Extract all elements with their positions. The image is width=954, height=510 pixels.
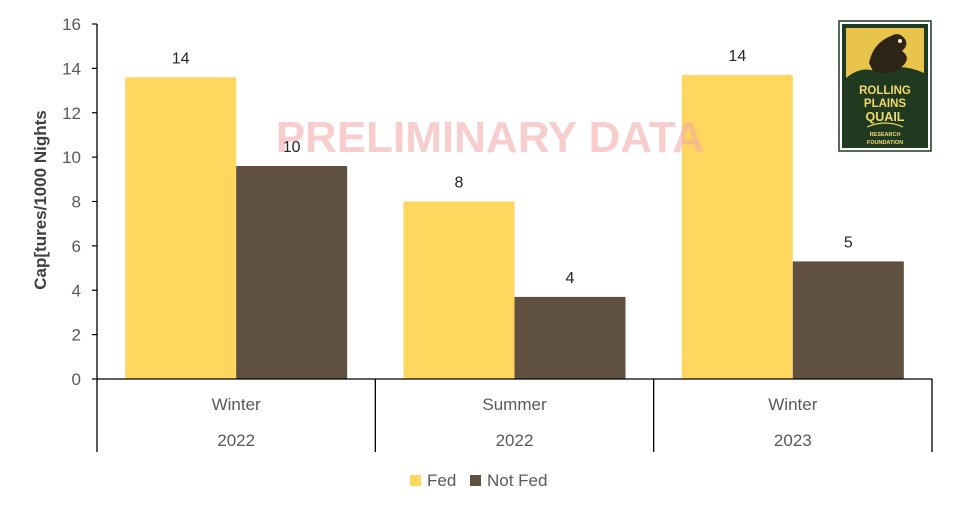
bar-fed xyxy=(681,75,793,379)
y-tick-label: 8 xyxy=(72,193,81,212)
logo-text-line4: RESEARCH xyxy=(870,132,901,138)
legend: Fed Not Fed xyxy=(410,471,547,490)
bar-not-fed xyxy=(236,166,348,379)
y-axis-title: Cap[tures/1000 Nights xyxy=(31,110,50,290)
bar-fed xyxy=(125,77,237,379)
data-label: 14 xyxy=(728,48,746,65)
data-label: 10 xyxy=(283,139,301,156)
legend-label-not-fed: Not Fed xyxy=(487,471,547,490)
x-axis: Winter 2022 Summer 2022 Winter 2023 xyxy=(96,378,933,452)
y-tick-label: 2 xyxy=(72,326,81,345)
logo-text-line1: ROLLING xyxy=(859,85,911,97)
x-year-label: 2022 xyxy=(496,431,534,450)
rolling-plains-quail-logo: ROLLING PLAINS QUAIL RESEARCH FOUNDATION xyxy=(838,20,932,152)
bar-not-fed xyxy=(792,261,904,379)
y-tick-label: 14 xyxy=(62,59,81,78)
logo-text-line2: PLAINS xyxy=(864,98,907,110)
x-year-label: 2023 xyxy=(774,431,812,450)
legend-label-fed: Fed xyxy=(427,471,456,490)
x-category-label: Winter xyxy=(212,395,261,414)
data-label: 8 xyxy=(455,175,464,192)
data-label: 14 xyxy=(172,50,190,67)
y-tick-label: 10 xyxy=(62,148,81,167)
data-label: 5 xyxy=(844,234,853,251)
logo-text-line3: QUAIL xyxy=(866,110,905,124)
x-year-label: 2022 xyxy=(217,431,255,450)
x-category-label: Winter xyxy=(768,395,817,414)
data-label: 4 xyxy=(566,270,575,287)
y-tick-label: 4 xyxy=(72,281,81,300)
data-labels: 14 8 14 10 4 5 xyxy=(172,48,853,287)
y-tick-label: 0 xyxy=(72,370,81,389)
legend-swatch-not-fed xyxy=(470,475,481,486)
y-tick-label: 6 xyxy=(72,237,81,256)
watermark: PRELIMINARY DATA xyxy=(276,113,705,162)
y-tick-label: 12 xyxy=(62,104,81,123)
legend-swatch-fed xyxy=(410,475,421,486)
bar-fed xyxy=(403,201,515,379)
bar-not-fed xyxy=(514,296,626,379)
x-category-label: Summer xyxy=(482,395,547,414)
y-tick-label: 16 xyxy=(62,15,81,34)
logo-text-line5: FOUNDATION xyxy=(867,140,903,146)
bars xyxy=(125,75,904,379)
y-axis: 0 2 4 6 8 10 12 14 16 xyxy=(62,15,98,389)
